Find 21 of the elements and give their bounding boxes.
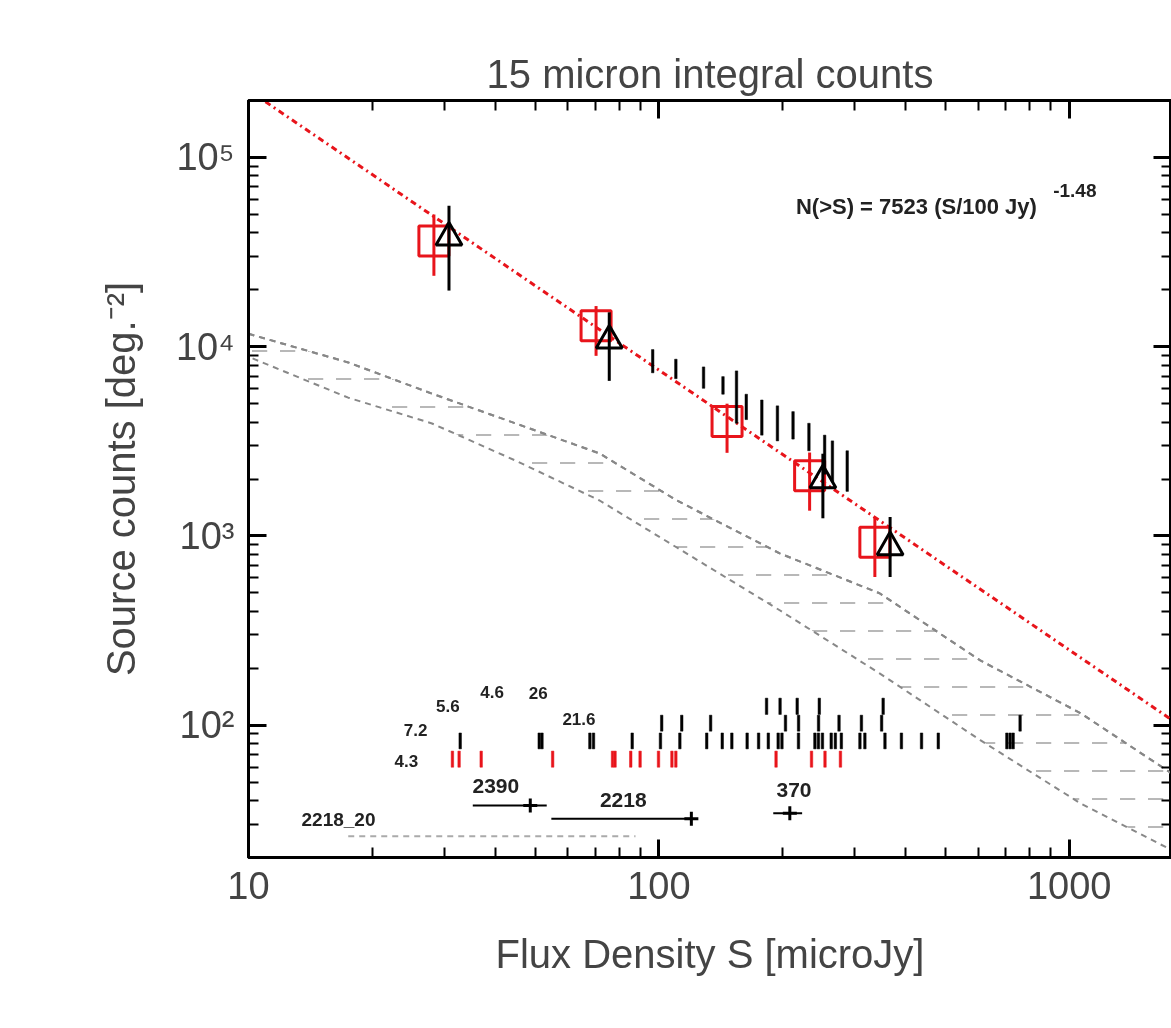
annotation: 7.2 xyxy=(403,720,428,740)
annotation: 4.3 xyxy=(394,752,419,772)
y-axis-title: Source counts [deg.⁻²] xyxy=(98,281,143,677)
x-axis-title: Flux Density S [microJy] xyxy=(495,931,925,976)
y-tick-label: 10⁴ xyxy=(175,325,235,368)
y-tick-label: 10³ xyxy=(179,514,235,557)
annotation: 2218_20 xyxy=(301,809,376,831)
annotation: 4.6 xyxy=(480,682,504,702)
annotation: 2390 xyxy=(472,774,520,798)
annotation: 26 xyxy=(528,684,548,704)
x-tick-label: 1000 xyxy=(1026,864,1112,907)
annotation: 5.6 xyxy=(436,697,460,717)
x-tick-label: 100 xyxy=(627,864,691,907)
annotation: N(>S) = 7523 (S/100 Jy)-1.48 xyxy=(795,179,1097,219)
annotation: 2218 xyxy=(599,787,647,811)
y-tick-label: 10⁵ xyxy=(176,136,235,179)
annotation: 21.6 xyxy=(562,709,596,729)
y-tick-label: 10² xyxy=(179,704,235,747)
chart-title: 15 micron integral counts xyxy=(486,51,934,96)
annotation: 370 xyxy=(776,778,812,802)
x-tick-label: 10 xyxy=(227,864,270,907)
